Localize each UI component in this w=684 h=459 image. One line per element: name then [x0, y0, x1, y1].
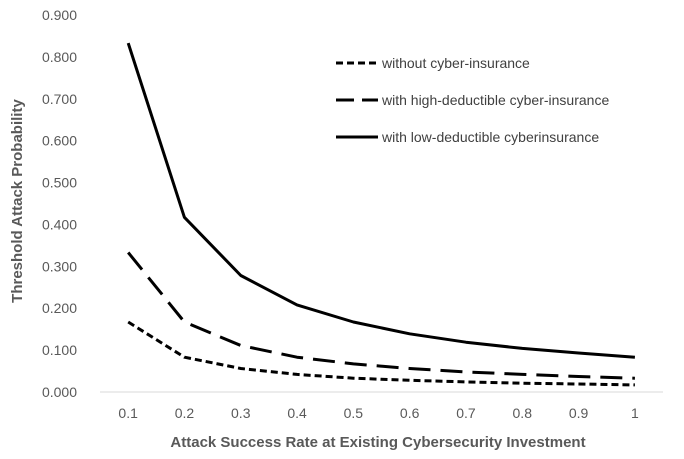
- y-tick-label: 0.400: [42, 216, 77, 232]
- series-layer: [126, 42, 636, 387]
- series-line-without-cyber-insurance: [127, 320, 635, 387]
- series-line-with-high-deductible-cyber-insurance: [127, 251, 635, 380]
- x-axis-title: Attack Success Rate at Existing Cybersec…: [170, 434, 585, 451]
- x-axis-ticks: 0.1 0.2 0.3 0.4 0.5 0.6 0.7 0.8 0.9 1: [118, 405, 639, 421]
- x-tick-label: 0.5: [344, 405, 364, 421]
- series-line-with-low-deductible-cyberinsurance: [126, 42, 636, 359]
- y-axis-ticks: 0.000 0.100 0.200 0.300 0.400 0.500 0.600 0.700…: [42, 7, 77, 400]
- legend-label: with low-deductible cyberinsurance: [381, 129, 599, 145]
- y-tick-label: 0.700: [42, 91, 77, 107]
- x-tick-label: 0.1: [118, 405, 138, 421]
- y-tick-label: 0.800: [42, 49, 77, 65]
- y-tick-label: 0.200: [42, 300, 77, 316]
- y-tick-label: 0.300: [42, 258, 77, 274]
- x-tick-label: 1: [631, 405, 639, 421]
- x-tick-label: 0.8: [513, 405, 533, 421]
- legend: without cyber-insurance with high-deducti…: [336, 55, 609, 145]
- x-tick-label: 0.4: [287, 405, 307, 421]
- legend-label: with high-deductible cyber-insurance: [381, 92, 609, 108]
- legend-label: without cyber-insurance: [381, 55, 530, 71]
- y-tick-label: 0.100: [42, 342, 77, 358]
- x-tick-label: 0.3: [231, 405, 251, 421]
- x-tick-label: 0.2: [175, 405, 195, 421]
- x-tick-label: 0.7: [456, 405, 476, 421]
- y-axis-title: Threshold Attack Probability: [9, 99, 26, 303]
- y-tick-label: 0.900: [42, 7, 77, 23]
- y-tick-label: 0.500: [42, 175, 77, 191]
- x-tick-label: 0.9: [569, 405, 589, 421]
- y-tick-label: 0.600: [42, 133, 77, 149]
- x-tick-label: 0.6: [400, 405, 420, 421]
- y-tick-label: 0.000: [42, 384, 77, 400]
